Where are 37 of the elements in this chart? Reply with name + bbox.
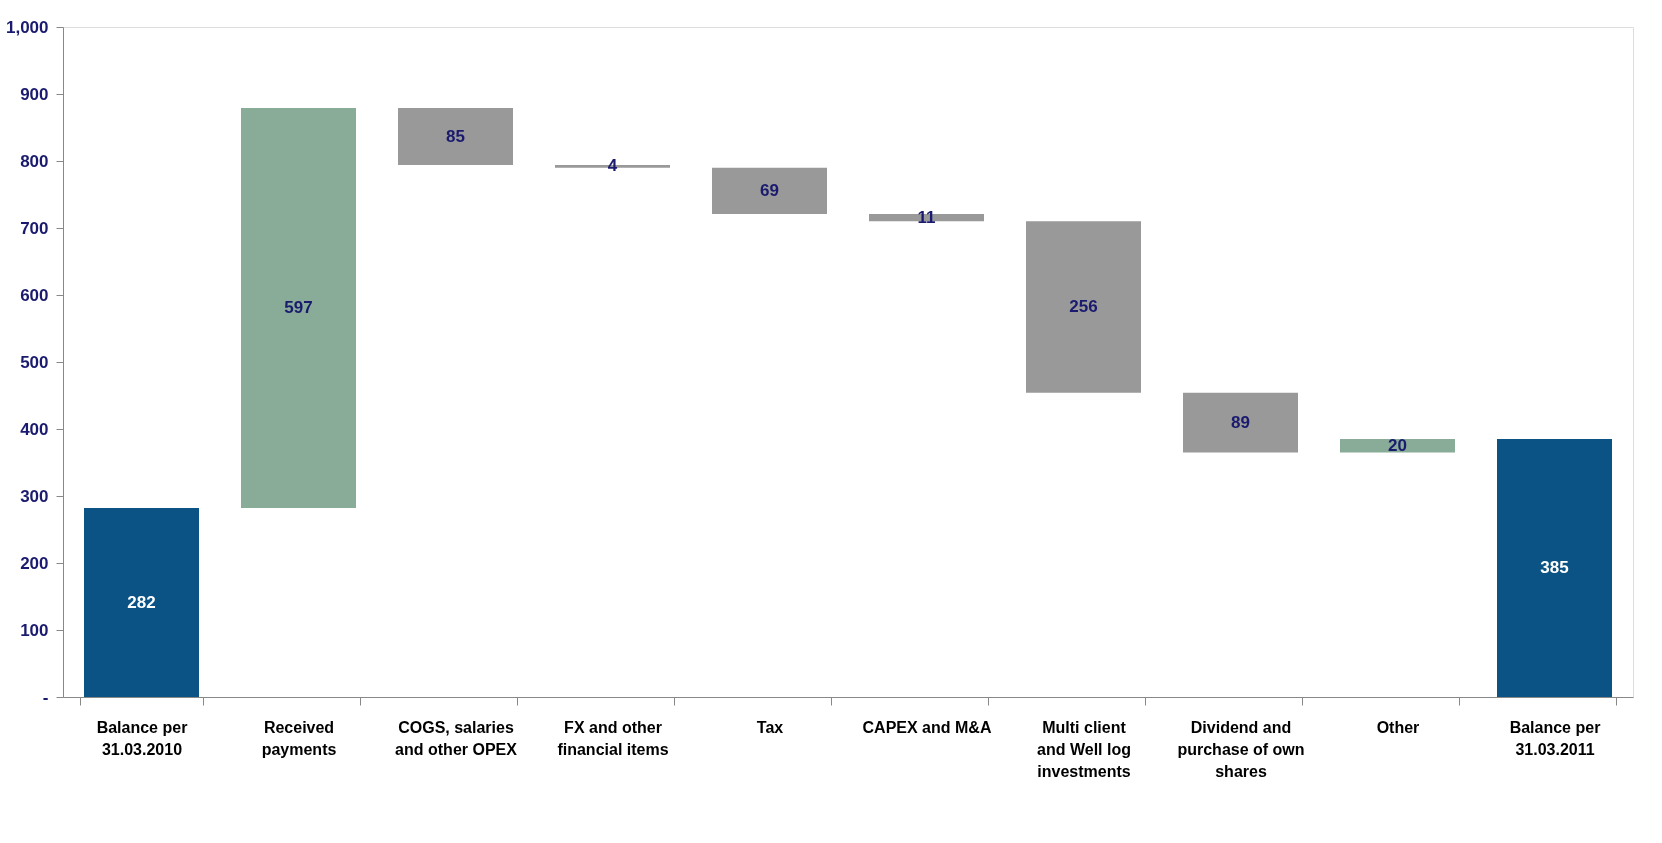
y-tick-label: 800 (20, 151, 49, 171)
bar (398, 108, 513, 166)
x-tick-label: Balance per 31.03.2010 (96, 718, 188, 758)
x-tick-label: COGS, salaries and other OPEX (395, 718, 518, 758)
x-tick-label: Dividend and purchase of own shares (1177, 718, 1305, 780)
x-tick-label: Received payments (261, 718, 337, 758)
y-tick-label: 600 (20, 285, 49, 305)
data-label: 85 (446, 126, 465, 146)
y-tick-label: 300 (20, 486, 49, 506)
y-tick-label: 100 (20, 620, 49, 640)
bar (84, 508, 199, 697)
y-tick-label: 900 (20, 84, 49, 104)
y-tick-label: 200 (20, 553, 49, 573)
bar (1183, 392, 1298, 453)
x-tick-label: Multi client and Well log investments (1037, 718, 1131, 780)
data-label: 256 (1069, 297, 1098, 317)
data-label: 20 (1388, 435, 1407, 455)
data-label: 89 (1231, 412, 1250, 432)
x-tick-label: Tax (756, 718, 784, 736)
bar (712, 167, 827, 214)
data-label: 69 (760, 180, 779, 200)
data-label: 385 (1540, 558, 1569, 578)
x-tick-label: Other (1376, 718, 1420, 736)
bar (241, 108, 356, 509)
x-tick-label: FX and other financial items (557, 718, 669, 758)
y-tick-label: 500 (20, 352, 49, 372)
bar (1497, 439, 1612, 697)
y-tick-label: 400 (20, 419, 49, 439)
data-label: 4 (607, 156, 618, 176)
x-tick-label: Balance per 31.03.2011 (1509, 718, 1601, 758)
data-label: 282 (127, 592, 156, 612)
bar (1026, 221, 1141, 393)
y-tick-label: 1,000 (5, 17, 49, 37)
x-tick-label: CAPEX and M&A (862, 718, 992, 736)
y-tick-label: 700 (20, 218, 49, 238)
data-label: 597 (284, 298, 313, 318)
y-tick-label: - (42, 687, 49, 707)
